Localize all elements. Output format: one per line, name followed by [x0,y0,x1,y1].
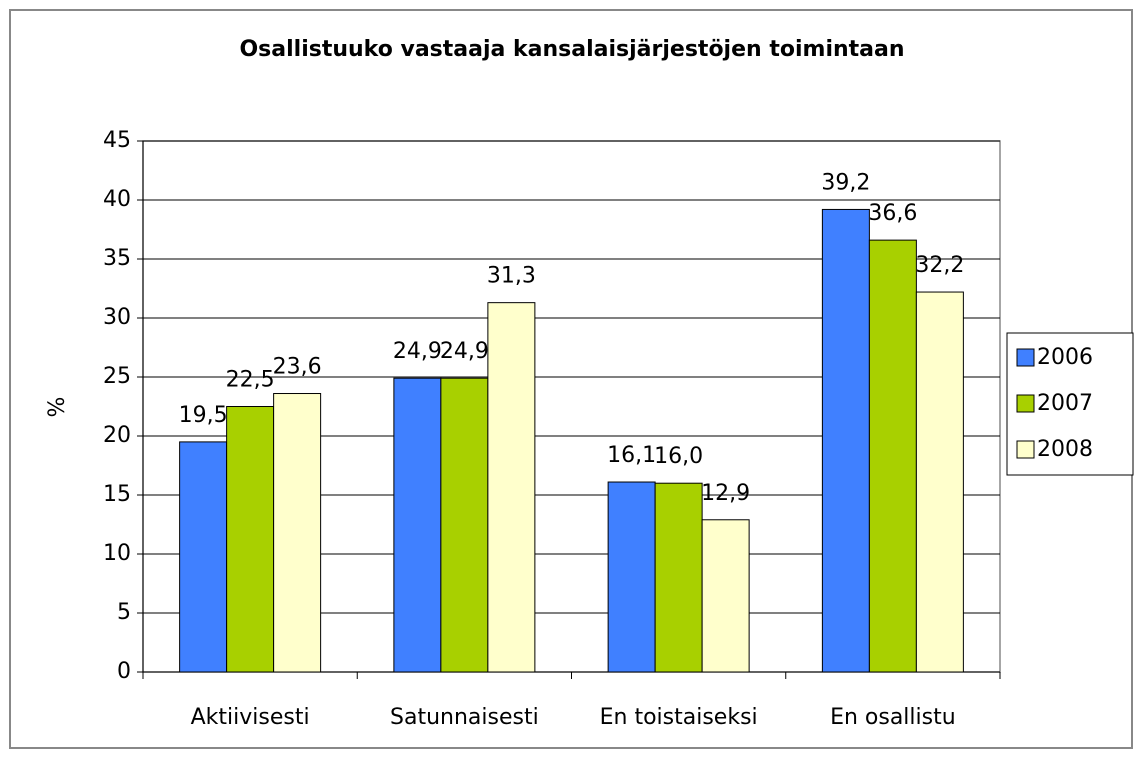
data-label: 22,5 [226,368,275,393]
data-label: 23,6 [273,355,322,380]
y-tick-label: 15 [103,482,131,507]
y-tick-label: 40 [103,187,131,212]
y-tick-label: 0 [117,659,131,684]
y-tick-label: 20 [103,423,131,448]
bar [440,377,489,673]
x-tick-label: En osallistu [830,705,956,730]
bar [393,377,442,673]
legend-label: 2007 [1037,391,1093,416]
data-label: 16,0 [654,444,703,469]
bar [487,302,536,673]
data-label: 19,5 [179,403,228,428]
y-tick-label: 25 [103,364,131,389]
data-label: 32,2 [915,253,964,278]
chart-title: Osallistuuko vastaaja kansalaisjärjestöj… [239,37,904,62]
data-label: 36,6 [868,201,917,226]
y-tick-label: 5 [117,600,131,625]
x-tick-label: En toistaiseksi [600,705,758,730]
bar [273,393,322,673]
legend-label: 2006 [1037,345,1093,370]
bar [701,519,750,673]
bar [821,208,870,673]
legend-swatch [1016,440,1035,459]
data-label: 24,9 [440,339,489,364]
bar [226,406,275,673]
y-tick-label: 35 [103,246,131,271]
bar [868,239,917,673]
x-tick-label: Aktiivisesti [191,705,310,730]
bar [654,482,703,673]
data-label: 16,1 [607,443,656,468]
legend-swatch [1016,348,1035,367]
data-label: 12,9 [701,481,750,506]
y-tick-label: 10 [103,541,131,566]
legend-swatch [1016,394,1035,413]
data-label: 24,9 [393,339,442,364]
x-tick-label: Satunnaisesti [390,705,539,730]
data-label: 31,3 [487,264,536,289]
bar [607,481,656,673]
bar [179,441,228,673]
legend-label: 2008 [1037,437,1093,462]
bar [915,291,964,673]
y-axis-label: % [45,397,70,418]
data-label: 39,2 [821,170,870,195]
y-tick-label: 45 [103,128,131,153]
y-tick-label: 30 [103,305,131,330]
